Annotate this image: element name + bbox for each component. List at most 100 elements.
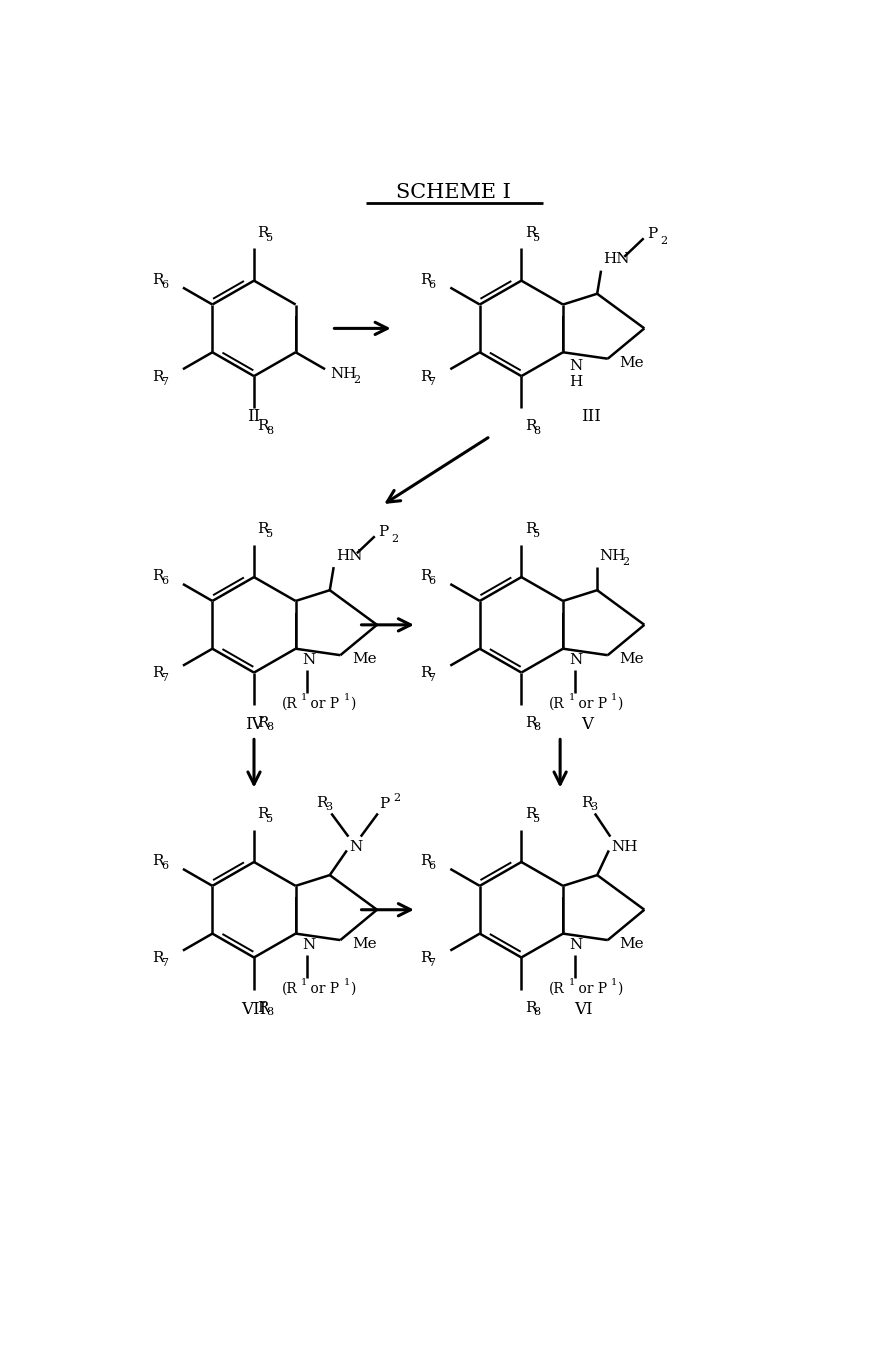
Text: R: R: [152, 666, 164, 680]
Text: 5: 5: [266, 232, 273, 243]
Text: Me: Me: [620, 651, 644, 666]
Text: R: R: [152, 370, 164, 384]
Text: 1: 1: [611, 978, 618, 988]
Text: N: N: [350, 840, 363, 854]
Text: R: R: [525, 807, 536, 821]
Text: 7: 7: [428, 958, 435, 968]
Text: HN: HN: [336, 548, 363, 563]
Text: (R: (R: [549, 982, 565, 996]
Text: 1: 1: [301, 978, 307, 988]
Text: R: R: [258, 522, 269, 536]
Text: R: R: [152, 570, 164, 584]
Text: (R: (R: [549, 697, 565, 711]
Text: 8: 8: [534, 1007, 541, 1018]
Text: 1: 1: [568, 693, 574, 703]
Text: II: II: [248, 408, 260, 426]
Text: 5: 5: [266, 814, 273, 824]
Text: 6: 6: [161, 280, 168, 289]
Text: NH: NH: [612, 840, 637, 854]
Text: R: R: [419, 570, 431, 584]
Text: H: H: [569, 375, 582, 388]
Text: or P: or P: [573, 697, 607, 711]
Text: N: N: [569, 653, 582, 668]
Text: ): ): [350, 697, 355, 711]
Text: 7: 7: [428, 673, 435, 683]
Text: R: R: [152, 951, 164, 965]
Text: 8: 8: [266, 426, 273, 436]
Text: 5: 5: [266, 529, 273, 539]
Text: 5: 5: [534, 529, 541, 539]
Text: Me: Me: [352, 936, 377, 951]
Text: 3: 3: [589, 802, 596, 813]
Text: 7: 7: [428, 376, 435, 387]
Text: HN: HN: [604, 252, 630, 266]
Text: 3: 3: [325, 802, 332, 813]
Text: 1: 1: [611, 693, 618, 703]
Text: (R: (R: [281, 697, 297, 711]
Text: R: R: [419, 273, 431, 286]
Text: 5: 5: [534, 814, 541, 824]
Text: N: N: [302, 653, 315, 668]
Text: R: R: [152, 273, 164, 286]
Text: R: R: [258, 715, 269, 730]
Text: N: N: [569, 938, 582, 953]
Text: 1: 1: [343, 978, 350, 988]
Text: NH: NH: [599, 548, 626, 563]
Text: VI: VI: [574, 1001, 593, 1018]
Text: or P: or P: [306, 697, 340, 711]
Text: 8: 8: [266, 1007, 273, 1018]
Text: 2: 2: [391, 535, 398, 544]
Text: R: R: [419, 951, 431, 965]
Text: R: R: [525, 1000, 536, 1015]
Text: Me: Me: [352, 651, 377, 666]
Text: 5: 5: [534, 232, 541, 243]
Text: 2: 2: [623, 556, 630, 567]
Text: SCHEME I: SCHEME I: [396, 183, 511, 202]
Text: R: R: [258, 1000, 269, 1015]
Text: R: R: [419, 666, 431, 680]
Text: 2: 2: [660, 236, 667, 247]
Text: 6: 6: [428, 575, 435, 586]
Text: 2: 2: [393, 792, 401, 803]
Text: or P: or P: [573, 982, 607, 996]
Text: R: R: [525, 715, 536, 730]
Text: (R: (R: [281, 982, 297, 996]
Text: N: N: [569, 360, 582, 373]
Text: ): ): [617, 697, 623, 711]
Text: P: P: [378, 525, 389, 539]
Text: R: R: [525, 522, 536, 536]
Text: R: R: [152, 854, 164, 868]
Text: 8: 8: [534, 426, 541, 436]
Text: VII: VII: [242, 1001, 266, 1018]
Text: ): ): [350, 982, 355, 996]
Text: 1: 1: [343, 693, 350, 703]
Text: V: V: [581, 716, 593, 733]
Text: 6: 6: [428, 860, 435, 871]
Text: 1: 1: [568, 978, 574, 988]
Text: 7: 7: [161, 376, 168, 387]
Text: ): ): [617, 982, 623, 996]
Text: 8: 8: [266, 722, 273, 733]
Text: R: R: [258, 419, 269, 433]
Text: III: III: [581, 408, 601, 426]
Text: R: R: [316, 795, 327, 810]
Text: R: R: [419, 854, 431, 868]
Text: R: R: [525, 225, 536, 240]
Text: N: N: [302, 938, 315, 953]
Text: 7: 7: [161, 673, 168, 683]
Text: IV: IV: [244, 716, 264, 733]
Text: NH: NH: [330, 366, 357, 381]
Text: 2: 2: [354, 375, 361, 385]
Text: 1: 1: [301, 693, 307, 703]
Text: R: R: [525, 419, 536, 433]
Text: R: R: [258, 807, 269, 821]
Text: 6: 6: [428, 280, 435, 289]
Text: Me: Me: [620, 936, 644, 951]
Text: P: P: [380, 798, 389, 811]
Text: Me: Me: [620, 356, 644, 369]
Text: 6: 6: [161, 575, 168, 586]
Text: P: P: [647, 227, 657, 240]
Text: 6: 6: [161, 860, 168, 871]
Text: 7: 7: [161, 958, 168, 968]
Text: R: R: [581, 795, 593, 810]
